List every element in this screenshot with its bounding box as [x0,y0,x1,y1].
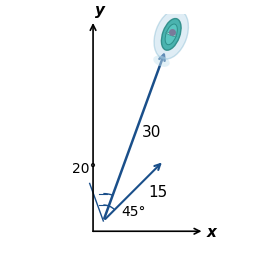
Ellipse shape [154,11,188,60]
Text: 20°: 20° [72,162,97,176]
Ellipse shape [166,33,177,37]
Text: x: x [207,225,217,239]
Text: 45°: 45° [121,204,146,218]
Text: y: y [95,3,105,18]
Ellipse shape [161,20,181,51]
Ellipse shape [153,56,170,68]
Ellipse shape [165,25,177,45]
Text: 15: 15 [148,185,168,200]
Text: 30: 30 [142,125,161,140]
